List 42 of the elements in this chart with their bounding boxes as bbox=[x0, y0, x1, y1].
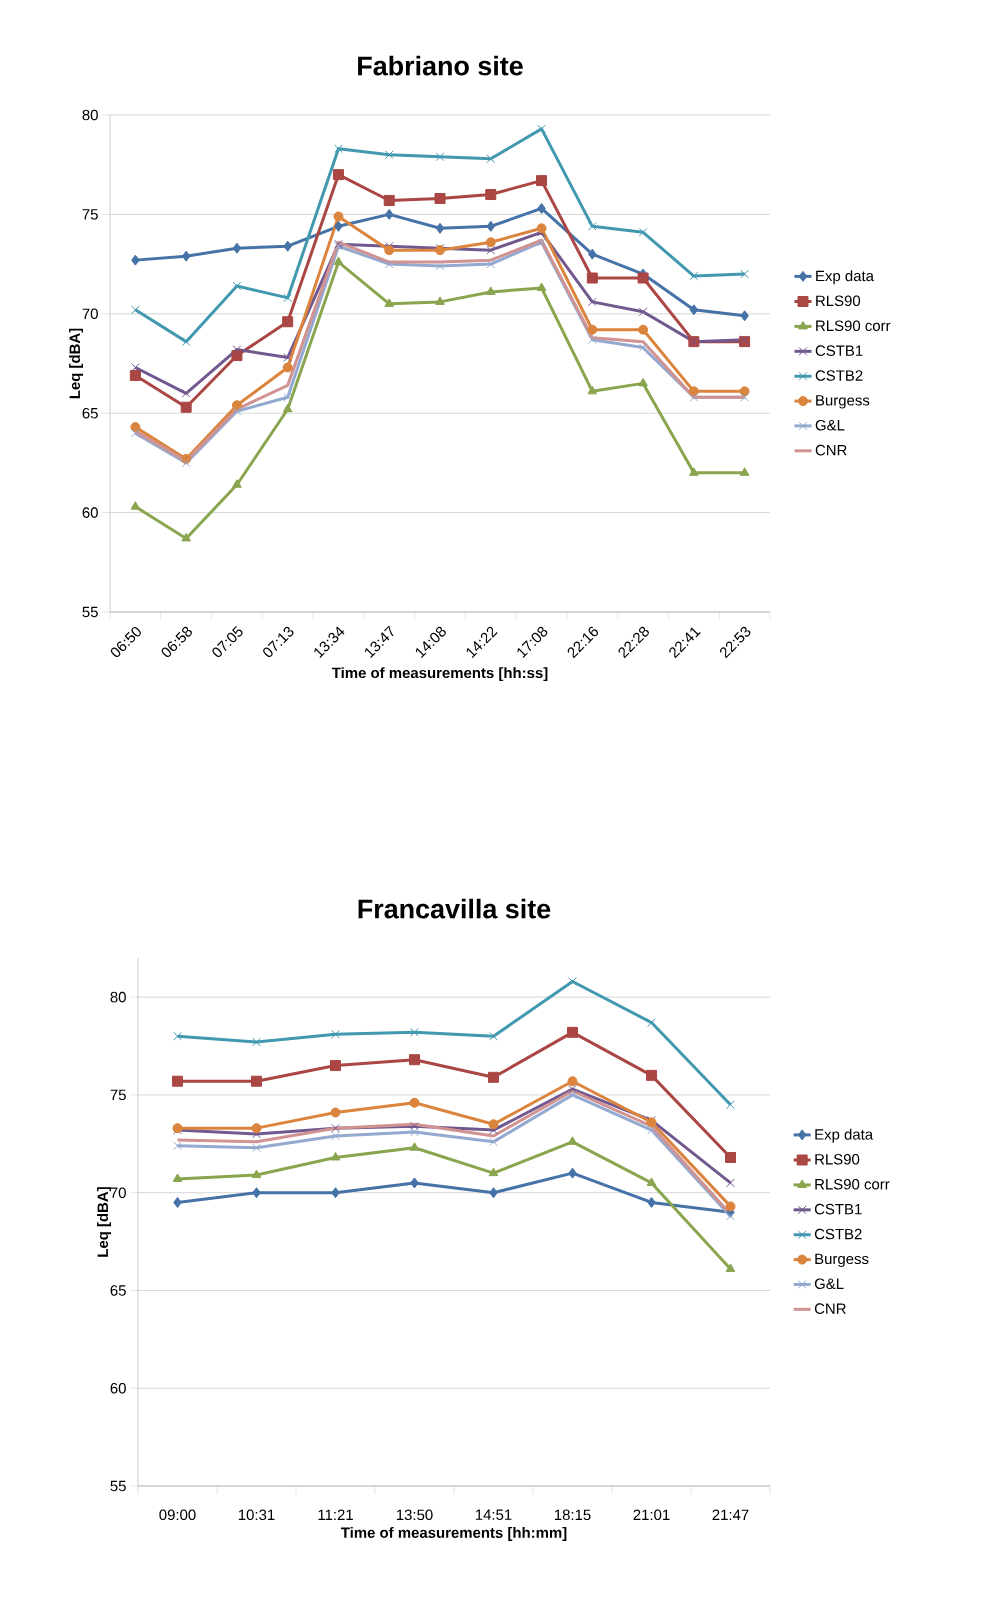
y-tick-label: 55 bbox=[110, 1480, 126, 1492]
legend-label: G&L bbox=[815, 419, 845, 431]
legend-label: CSTB1 bbox=[814, 1203, 862, 1215]
y-tick-label: 55 bbox=[82, 606, 98, 618]
y-tick-label: 75 bbox=[82, 209, 98, 220]
legend-label: RLS90 corr bbox=[816, 320, 891, 332]
legend-label: RLS90 corr bbox=[815, 1178, 890, 1190]
y-axis-title: Leq [dBA] bbox=[97, 1187, 112, 1257]
chart-title: Francavilla site bbox=[358, 898, 551, 919]
x-tick-label: 13:50 bbox=[396, 1509, 433, 1521]
legend-label: CNR bbox=[815, 444, 847, 456]
legend-label: Burgess bbox=[815, 1253, 869, 1268]
chart-title: Fabriano site bbox=[358, 55, 523, 76]
y-axis-title: Leq [dBA] bbox=[69, 328, 84, 399]
legend-label: RLS90 bbox=[816, 295, 861, 307]
legend-label: CSTB1 bbox=[815, 345, 863, 356]
x-tick-label: 10:31 bbox=[238, 1509, 275, 1521]
x-axis-title: Time of measurements [hh:ss] bbox=[331, 667, 548, 682]
legend-label: Exp data bbox=[815, 1128, 874, 1143]
x-tick-label: 18:15 bbox=[554, 1509, 591, 1521]
legend-label: G&L bbox=[814, 1278, 844, 1290]
legend-label: RLS90 bbox=[815, 1154, 860, 1165]
legend-label: CNR bbox=[814, 1303, 846, 1314]
x-axis-title: Time of measurements [hh:mm] bbox=[340, 1526, 567, 1541]
y-tick-label: 65 bbox=[110, 1285, 126, 1296]
x-tick-label: 09:00 bbox=[159, 1509, 196, 1521]
y-tick-label: 70 bbox=[110, 1187, 126, 1198]
y-tick-label: 60 bbox=[82, 507, 98, 518]
legend-label: CSTB2 bbox=[814, 1228, 862, 1240]
legend-label: CSTB2 bbox=[815, 370, 863, 381]
legend-label: Burgess bbox=[816, 395, 870, 409]
y-tick-label: 65 bbox=[82, 407, 98, 419]
x-tick-label: 11:21 bbox=[318, 1509, 353, 1520]
y-tick-label: 75 bbox=[110, 1089, 126, 1101]
x-tick-label: 21:01 bbox=[633, 1509, 670, 1521]
y-tick-label: 70 bbox=[82, 308, 98, 320]
x-tick-label: 21:47 bbox=[712, 1509, 749, 1520]
y-tick-label: 80 bbox=[110, 991, 126, 1003]
x-tick-label: 14:51 bbox=[475, 1509, 512, 1520]
y-tick-label: 60 bbox=[110, 1382, 126, 1394]
y-tick-label: 80 bbox=[82, 109, 98, 121]
legend-label: Exp data bbox=[816, 270, 874, 285]
